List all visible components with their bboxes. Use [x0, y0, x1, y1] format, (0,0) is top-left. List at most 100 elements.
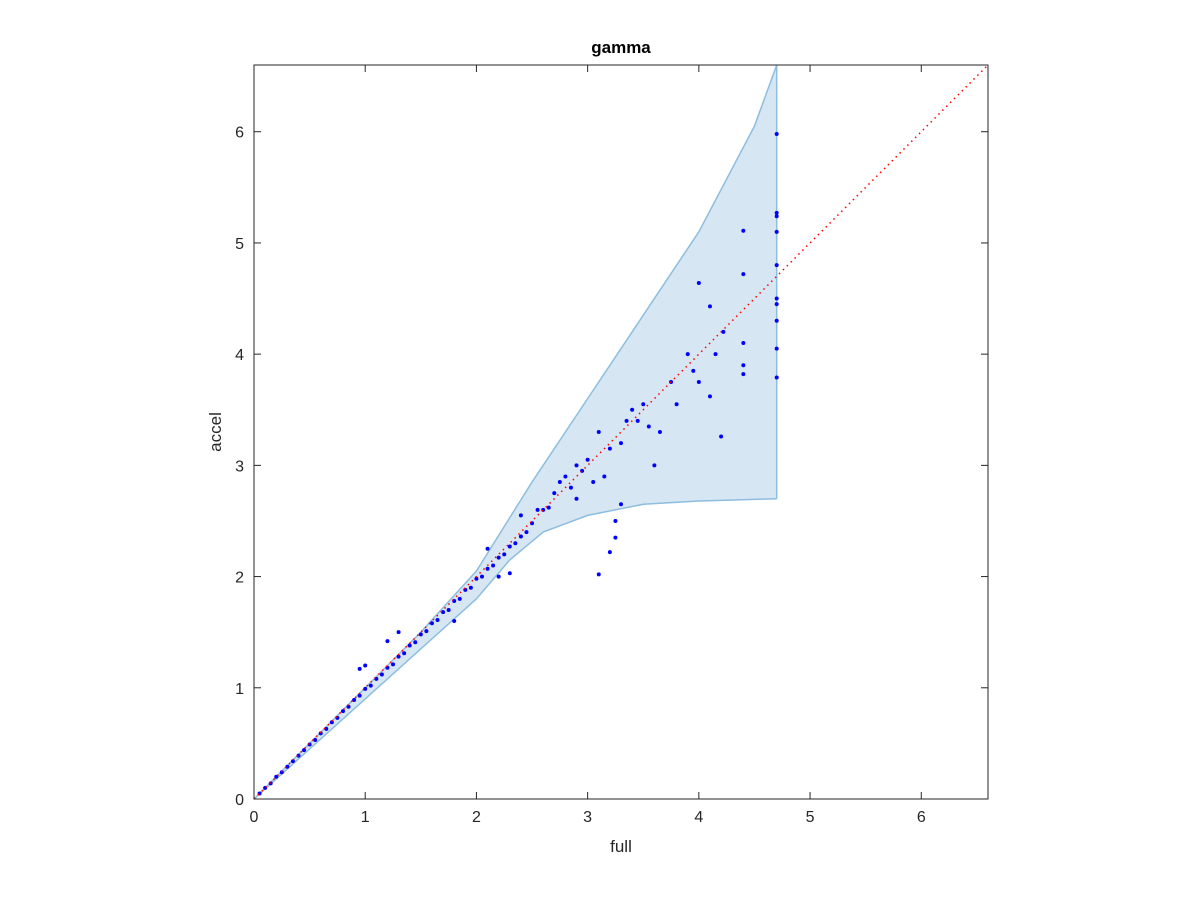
point — [352, 698, 357, 703]
point — [507, 544, 512, 549]
point — [652, 463, 657, 468]
y-tick-label: 5 — [235, 236, 244, 253]
point — [268, 781, 273, 786]
point — [324, 726, 329, 731]
point — [624, 418, 629, 423]
point — [491, 563, 496, 568]
x-tick-label: 6 — [917, 809, 926, 826]
point — [413, 640, 418, 645]
point — [741, 372, 746, 377]
point — [574, 463, 579, 468]
point — [513, 541, 518, 546]
point — [457, 596, 462, 601]
y-tick-label: 2 — [235, 570, 244, 587]
chart-title: gamma — [591, 38, 651, 57]
point — [607, 550, 612, 555]
point — [391, 662, 396, 667]
point — [357, 666, 362, 671]
point — [518, 534, 523, 539]
y-axis-label: accel — [206, 412, 225, 452]
point — [546, 505, 551, 510]
point — [474, 576, 479, 581]
point — [774, 210, 779, 215]
point — [446, 607, 451, 612]
point — [696, 379, 701, 384]
x-tick-label: 1 — [361, 809, 370, 826]
point — [674, 402, 679, 407]
point — [580, 468, 585, 473]
y-tick-label: 4 — [235, 347, 244, 364]
point — [707, 394, 712, 399]
point — [713, 352, 718, 357]
point — [774, 302, 779, 307]
point — [696, 280, 701, 285]
point — [468, 585, 473, 590]
point — [496, 574, 501, 579]
point — [557, 480, 562, 485]
point — [363, 686, 368, 691]
x-tick-label: 4 — [694, 809, 703, 826]
point — [741, 341, 746, 346]
point — [774, 318, 779, 323]
point — [619, 502, 623, 507]
point — [424, 629, 429, 634]
point — [552, 491, 557, 496]
point — [379, 672, 384, 677]
point — [774, 263, 779, 268]
x-tick-label: 0 — [250, 809, 259, 826]
point — [435, 617, 440, 622]
point — [568, 485, 573, 490]
point — [313, 738, 318, 743]
x-tick-label: 2 — [472, 809, 481, 826]
point — [396, 630, 401, 635]
point — [407, 643, 412, 648]
y-tick-label: 1 — [235, 681, 244, 698]
point — [691, 368, 696, 373]
point — [502, 552, 507, 557]
point — [619, 441, 623, 446]
point — [307, 742, 312, 747]
band-lower — [253, 497, 777, 800]
point — [774, 296, 779, 301]
point — [302, 748, 307, 753]
point — [774, 346, 779, 351]
point — [630, 407, 635, 412]
point — [741, 363, 746, 368]
point — [402, 651, 407, 656]
point — [741, 272, 746, 277]
point — [596, 572, 601, 577]
point — [707, 304, 712, 309]
point — [774, 229, 779, 234]
point — [613, 535, 618, 540]
x-tick-label: 5 — [806, 809, 815, 826]
x-tick-label: 3 — [583, 809, 592, 826]
x-axis-label: full — [610, 837, 632, 856]
point — [657, 430, 662, 434]
point — [774, 214, 779, 219]
point — [418, 632, 423, 637]
point — [591, 480, 596, 485]
point — [596, 430, 601, 434]
point — [363, 663, 368, 668]
point — [290, 759, 295, 764]
point — [563, 474, 568, 479]
point — [441, 610, 446, 615]
point — [574, 496, 579, 501]
point — [429, 621, 434, 626]
band-upper — [253, 64, 778, 800]
point — [646, 424, 651, 429]
point — [535, 507, 540, 512]
point — [641, 402, 646, 407]
point — [774, 375, 779, 380]
point — [485, 546, 490, 551]
y-tick-label: 6 — [235, 125, 244, 142]
point — [524, 530, 529, 535]
point — [719, 434, 724, 439]
point — [774, 131, 779, 136]
point — [721, 329, 726, 334]
y-tick-label: 0 — [235, 792, 244, 809]
point — [368, 683, 373, 688]
point — [518, 513, 523, 518]
